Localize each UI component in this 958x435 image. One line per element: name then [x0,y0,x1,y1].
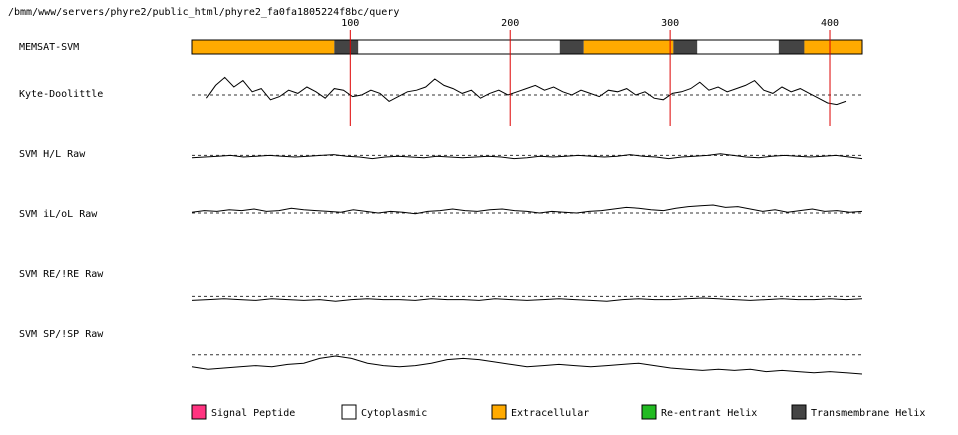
residue-tick-label: 300 [661,18,679,29]
legend-label: Transmembrane Helix [811,408,925,419]
topology-segment-tm [334,40,359,54]
legend-swatch [191,404,207,420]
residue-tick-label: 400 [821,18,839,29]
topology-segment-tm [559,40,584,54]
track-label: SVM SP/!SP Raw [19,329,104,340]
topology-segment-cytoplasmic [358,40,560,54]
residue-tick-label: 100 [341,18,359,29]
topology-segment-extracellular [583,40,674,54]
legend-swatch [491,404,507,420]
legend-label: Signal Peptide [211,408,295,419]
track-label: SVM iL/oL Raw [19,209,98,220]
profile-line [191,204,863,215]
track-label: Kyte-Doolittle [19,89,103,100]
topology-segment-extracellular [804,40,862,54]
track-label: SVM RE/!RE Raw [19,269,104,280]
track-label: SVM H/L Raw [19,149,86,160]
legend-swatch [641,404,657,420]
file-path: /bmm/www/servers/phyre2/public_html/phyr… [8,7,399,18]
topology-segment-tm [673,40,698,54]
legend-label: Re-entrant Helix [661,408,757,419]
topology-segment-extracellular [192,40,335,54]
track-label: MEMSAT-SVM [19,42,79,53]
legend-label: Cytoplasmic [361,408,427,419]
topology-segment-cytoplasmic [697,40,779,54]
legend-label: Extracellular [511,408,589,419]
profile-line [205,76,847,106]
legend-swatch [791,404,807,420]
profile-line [191,297,863,302]
profile-line [191,153,863,160]
topology-segment-tm [778,40,805,54]
profile-line [191,355,863,375]
legend-swatch [341,404,357,420]
topology-bar-outline [191,39,863,55]
residue-tick-label: 200 [501,18,519,29]
